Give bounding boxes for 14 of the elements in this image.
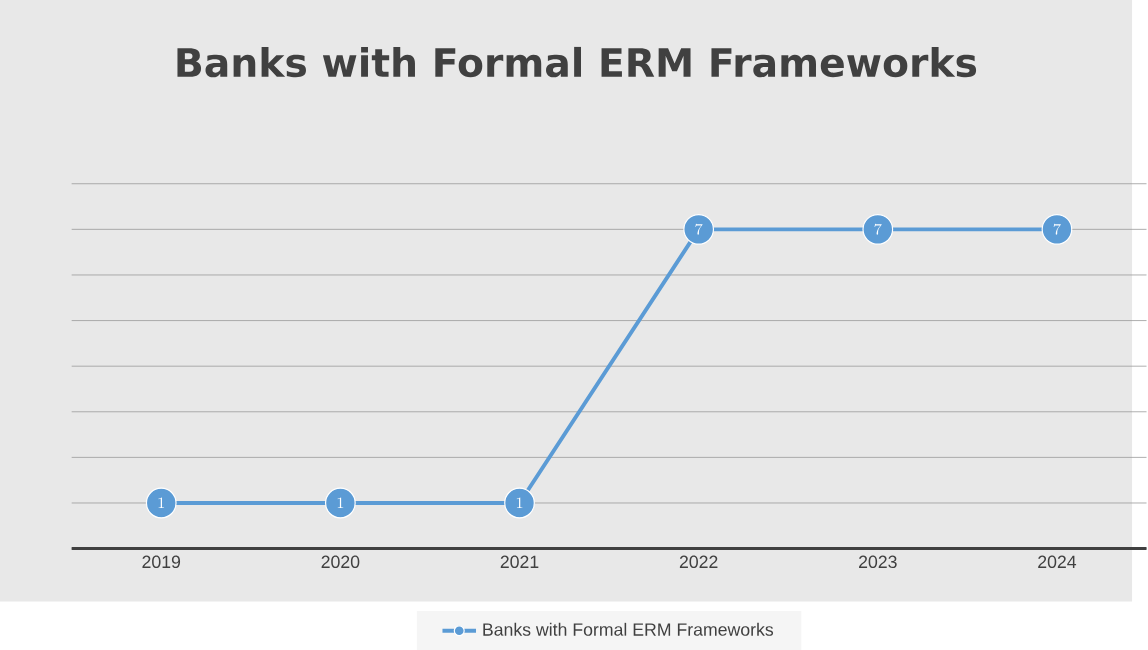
x-tick-label: 2019 [142,555,181,568]
data-label: 1 [337,497,344,508]
x-tick-label: 2022 [679,555,718,568]
x-tick-label: 2021 [500,555,539,568]
x-tick-label: 2020 [321,555,360,568]
data-label: 7 [874,223,882,235]
data-label: 1 [158,497,165,508]
chart-title: Banks with Formal ERM Frameworks [177,46,977,78]
legend-label: Banks with Formal ERM Frameworks [483,622,774,636]
data-label: 1 [516,497,523,508]
x-tick-label: 2024 [1038,555,1077,568]
data-label: 7 [1053,223,1061,235]
data-label: 7 [695,223,703,235]
x-tick-label: 2023 [859,555,897,568]
